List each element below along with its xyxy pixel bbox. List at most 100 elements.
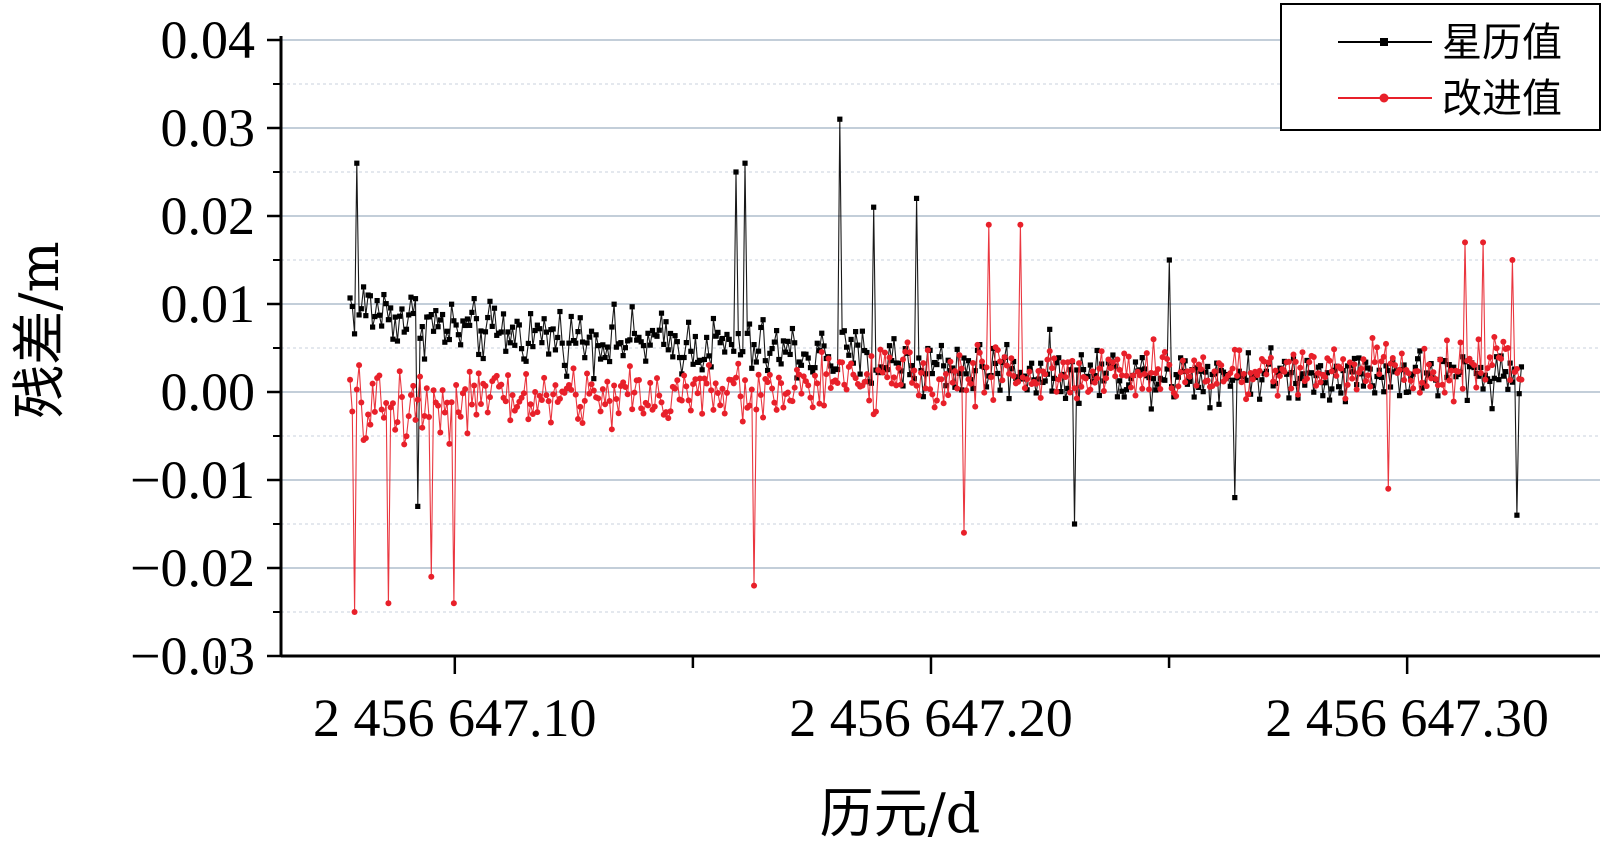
data-point (1372, 390, 1378, 396)
data-point (814, 340, 820, 346)
data-point (1232, 495, 1238, 501)
data-point (631, 330, 638, 337)
data-point (1439, 381, 1446, 388)
data-point (1157, 386, 1164, 393)
data-point (505, 329, 511, 335)
data-point (1173, 393, 1180, 400)
data-point (751, 582, 758, 589)
data-point (546, 351, 552, 357)
data-point (437, 429, 444, 436)
data-point (385, 600, 392, 607)
data-point (476, 351, 482, 358)
data-point (1342, 399, 1348, 405)
data-point (1426, 372, 1432, 378)
data-point (1462, 239, 1469, 246)
data-point (421, 356, 428, 362)
data-point (356, 362, 363, 369)
data-point (505, 372, 512, 379)
data-point (954, 385, 961, 392)
data-point (1213, 380, 1220, 387)
data-point (1412, 364, 1418, 370)
data-point (776, 356, 782, 363)
data-point (785, 338, 791, 344)
data-point (848, 360, 855, 367)
data-point (1423, 383, 1430, 390)
data-point (1247, 370, 1254, 377)
data-point (595, 395, 602, 402)
data-point (922, 385, 929, 392)
data-point (528, 311, 534, 317)
data-point (1103, 370, 1109, 376)
data-point (1166, 257, 1172, 263)
data-point (469, 309, 475, 315)
data-point (1062, 373, 1069, 380)
data-point (1401, 376, 1408, 383)
data-point (1326, 397, 1333, 403)
legend-frame (1280, 3, 1601, 131)
data-point (484, 409, 491, 416)
data-point (380, 414, 387, 421)
data-point (667, 408, 674, 415)
data-point (967, 380, 974, 387)
data-point (613, 344, 619, 350)
data-point (906, 349, 913, 356)
y-tick-label: 0.04 (161, 10, 256, 70)
data-point (927, 386, 934, 393)
data-point (498, 329, 504, 335)
data-point (807, 394, 814, 401)
data-point (1019, 374, 1026, 381)
data-point (1191, 357, 1198, 364)
data-point (1371, 359, 1378, 366)
data-point (489, 323, 495, 329)
data-point (557, 308, 563, 315)
data-point (579, 420, 586, 427)
data-point (419, 424, 426, 431)
data-point (904, 339, 911, 346)
data-point (417, 373, 424, 380)
data-point (1504, 345, 1511, 352)
data-point (1046, 348, 1053, 355)
data-point (656, 392, 663, 399)
data-point (1493, 345, 1500, 352)
data-point (403, 433, 410, 440)
data-point (950, 365, 956, 371)
data-point (543, 392, 550, 399)
legend-item-1: 星历值 (1338, 20, 1562, 66)
data-point (701, 356, 707, 363)
data-point (1200, 354, 1207, 361)
data-point (1313, 382, 1320, 389)
data-point (543, 329, 550, 335)
x-axis-title: 历元/d (820, 782, 981, 845)
data-point (415, 503, 421, 509)
data-point (358, 399, 365, 406)
data-point (1033, 380, 1040, 387)
data-point (597, 356, 604, 362)
data-point (872, 408, 879, 415)
data-point (670, 354, 676, 360)
data-point (726, 336, 732, 342)
data-point (742, 377, 749, 384)
data-point (1112, 373, 1119, 380)
data-point (555, 334, 561, 341)
data-point (575, 415, 582, 422)
data-point (1153, 387, 1159, 393)
data-point (1098, 348, 1105, 355)
data-point (604, 344, 610, 350)
data-point (401, 441, 408, 448)
data-point (1128, 375, 1134, 382)
data-point (449, 301, 455, 307)
data-point (1110, 352, 1116, 358)
data-point (1193, 365, 1200, 371)
data-point (881, 349, 888, 356)
data-point (722, 349, 728, 355)
data-point (1078, 383, 1085, 390)
data-point (1146, 374, 1152, 381)
data-point (976, 349, 983, 356)
data-point (638, 405, 645, 412)
data-point (674, 377, 681, 384)
data-point (381, 291, 387, 298)
data-point (609, 324, 615, 330)
data-point (1261, 358, 1268, 365)
data-point (372, 313, 378, 320)
data-point (1123, 372, 1130, 379)
